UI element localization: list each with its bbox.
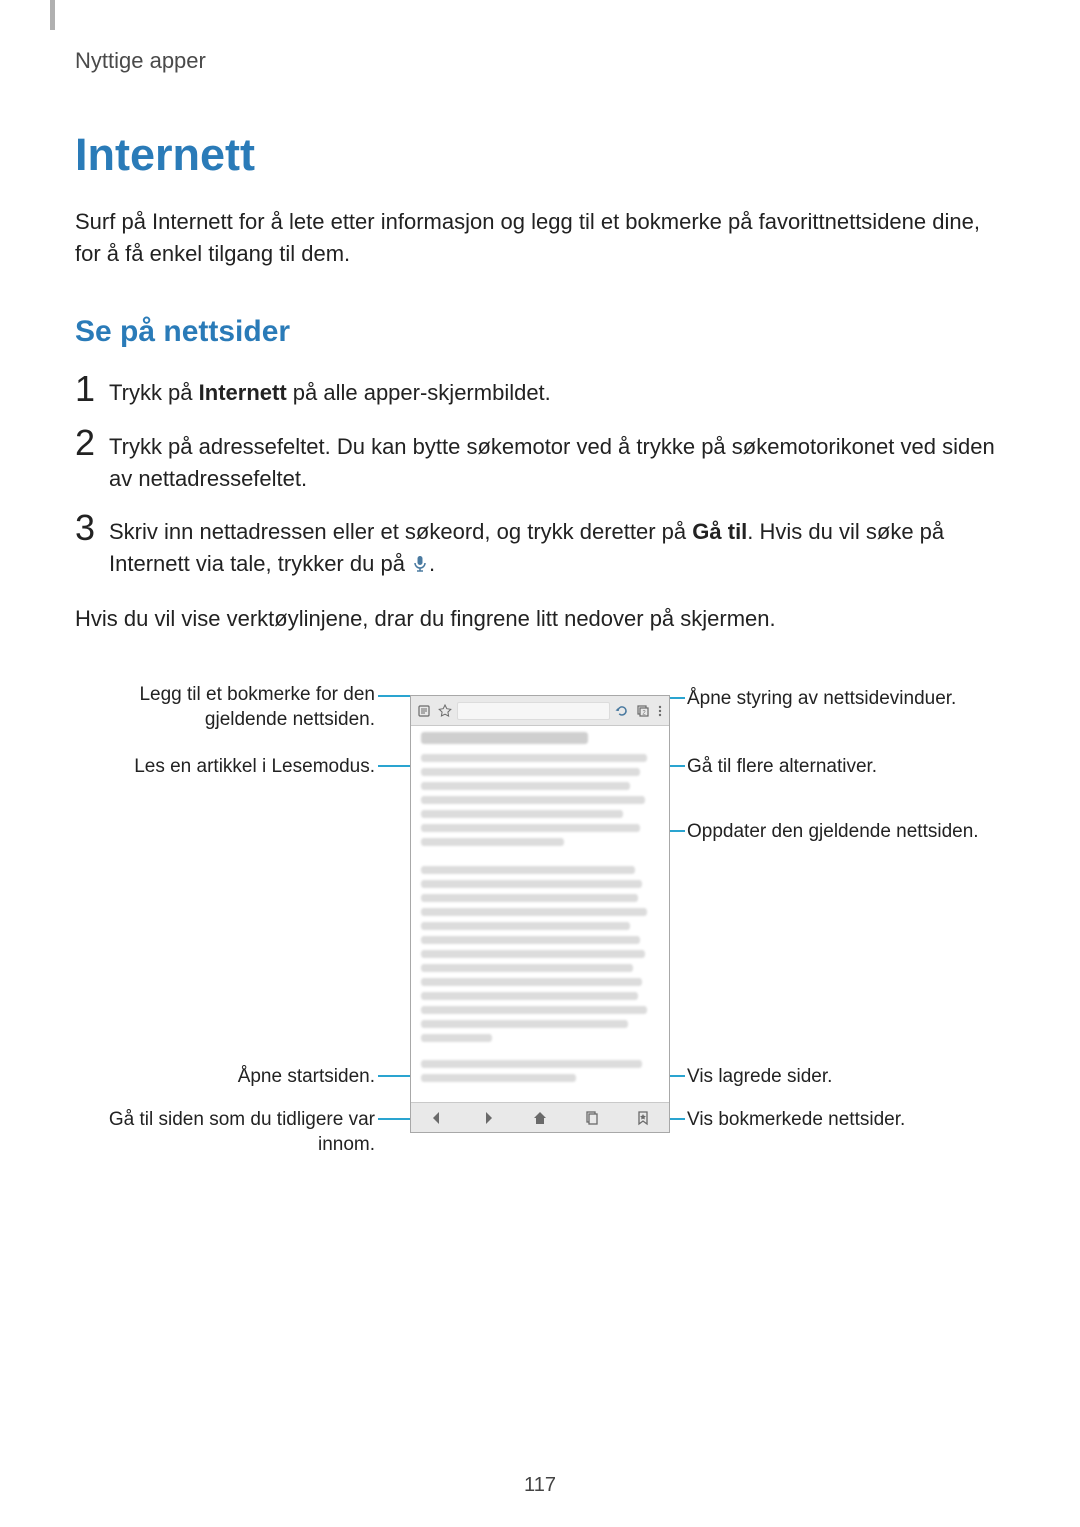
more-icon — [655, 702, 665, 720]
browser-topbar: 2 — [411, 696, 669, 726]
callout-bookmarks: Vis bokmerkede nettsider. — [687, 1108, 1007, 1133]
step-text: Skriv inn nettadressen eller et søkeord,… — [109, 516, 1005, 581]
back-icon — [426, 1107, 448, 1129]
callout-windows: Åpne styring av nettsidevinduer. — [687, 687, 1007, 712]
step-1: 1 Trykk på Internett på alle apper-skjer… — [75, 377, 1005, 409]
callout-back: Gå til siden som du tidligere var innom. — [75, 1108, 375, 1157]
callout-home: Åpne startsiden. — [75, 1065, 375, 1090]
step-text: Trykk på adressefeltet. Du kan bytte søk… — [109, 431, 1005, 495]
step-3: 3 Skriv inn nettadressen eller et søkeor… — [75, 516, 1005, 581]
callout-reader: Les en artikkel i Lesemodus. — [75, 755, 375, 780]
step-text: Trykk på Internett på alle apper-skjermb… — [109, 377, 551, 409]
browser-bottombar — [411, 1102, 669, 1132]
reader-mode-icon — [415, 702, 433, 720]
callout-bookmark: Legg til et bokmerke for den gjeldende n… — [75, 683, 375, 732]
page-number: 117 — [524, 1474, 556, 1497]
address-bar — [457, 702, 610, 720]
steps-list: 1 Trykk på Internett på alle apper-skjer… — [75, 377, 1005, 582]
intro-text: Surf på Internett for å lete etter infor… — [75, 206, 1005, 270]
step-num: 2 — [75, 425, 109, 461]
step-2: 2 Trykk på adressefeltet. Du kan bytte s… — [75, 431, 1005, 495]
callout-saved: Vis lagrede sider. — [687, 1065, 1007, 1090]
callout-reload: Oppdater den gjeldende nettsiden. — [687, 820, 1007, 845]
microphone-icon — [413, 550, 427, 582]
diagram: Legg til et bokmerke for den gjeldende n… — [75, 665, 1005, 1185]
forward-icon — [477, 1107, 499, 1129]
phone-screenshot: 2 — [410, 695, 670, 1133]
windows-icon: 2 — [634, 702, 652, 720]
breadcrumb: Nyttige apper — [75, 48, 1005, 74]
star-icon — [436, 702, 454, 720]
step-num: 3 — [75, 510, 109, 546]
instruction-text: Hvis du vil vise verktøylinjene, drar du… — [75, 603, 1005, 635]
callout-more: Gå til flere alternativer. — [687, 755, 1007, 780]
saved-pages-icon — [581, 1107, 603, 1129]
page-title: Internett — [75, 129, 1005, 181]
reload-icon — [613, 702, 631, 720]
bookmarks-icon — [632, 1107, 654, 1129]
section-subtitle: Se på nettsider — [75, 315, 1005, 349]
step-num: 1 — [75, 371, 109, 407]
page-content — [411, 726, 669, 1094]
home-icon — [529, 1107, 551, 1129]
